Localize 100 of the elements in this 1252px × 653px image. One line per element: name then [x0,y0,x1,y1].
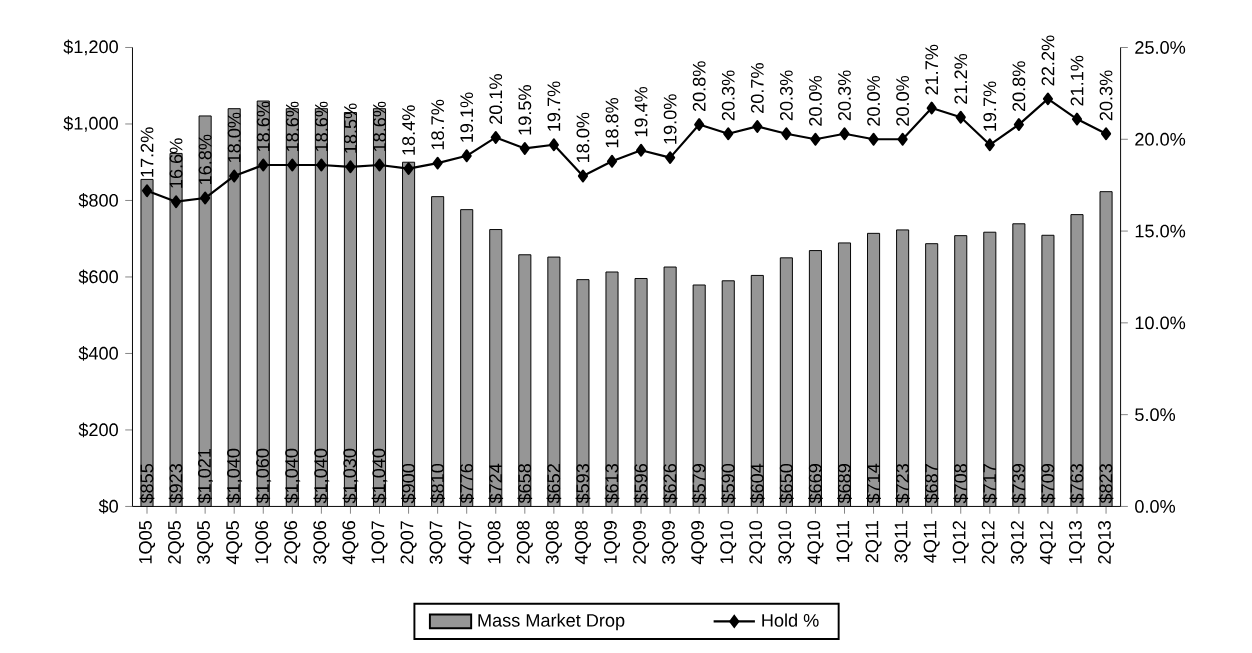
data-label: 20.7% [750,63,764,113]
data-label: $689 [837,464,852,504]
y-tick-label: $600 [78,269,118,285]
x-tick-label: 2Q06 [284,521,301,564]
y2-tick-label: 0.0% [1135,500,1176,513]
point [374,158,385,172]
x-tick-label: 3Q08 [545,521,562,564]
y2-tick-label: 20.0% [1135,132,1186,146]
point [171,195,182,209]
y2-tick-label: 5.0% [1135,408,1176,422]
data-label: 20.3% [721,70,735,121]
data-label: $658 [517,463,533,504]
data-label: 20.1% [489,74,503,124]
x-tick-label: 1Q12 [952,521,969,564]
point [1042,92,1054,106]
data-label: $1,040 [284,448,301,504]
x-tick-label: 4Q12 [1039,521,1056,565]
point [432,156,443,170]
data-label: 19.7% [547,81,561,131]
data-label: 20.3% [779,70,793,121]
data-label: $593 [575,463,591,504]
x-tick-label: 4Q08 [574,521,591,565]
point [548,138,559,152]
point [984,138,995,152]
data-label: $709 [1040,464,1056,504]
point [955,110,966,124]
data-label: 20.8% [692,61,706,112]
data-label: 18.6% [314,101,328,152]
x-tick-label: 2Q09 [633,521,650,564]
data-label: 22.2% [1041,35,1055,86]
x-tick-label: 3Q05 [197,520,214,564]
point [461,149,472,163]
data-label: 19.0% [663,94,677,144]
x-tick-label: 4Q10 [807,520,824,565]
x-tick-label: 3Q09 [662,521,679,564]
point [345,160,356,174]
data-label: 21.2% [954,53,968,104]
y2-tick-label: 25.0% [1135,41,1186,54]
data-label: $823 [1098,463,1114,504]
x-tick-label: 3Q07 [429,521,446,564]
x-tick-label: 2Q07 [400,521,417,564]
data-label: 16.6% [169,138,183,188]
x-tick-label: 1Q09 [603,521,621,564]
x-tick-label: 1Q10 [720,520,737,564]
x-tick-label: 3Q12 [1010,521,1027,564]
point [810,132,821,146]
point [403,162,414,176]
data-label: $776 [459,463,475,504]
data-label: 18.0% [227,112,241,163]
data-label: 18.0% [576,112,590,163]
point [781,127,792,141]
data-label: $669 [808,464,823,504]
point [868,132,879,146]
data-label: 18.4% [402,105,415,155]
y-tick-label: $1,200 [63,39,118,56]
data-label: $855 [139,463,155,504]
x-tick-label: 4Q07 [458,521,475,565]
data-label: $1,060 [255,448,272,504]
point [606,154,618,168]
y-tick-label: $400 [78,346,118,361]
data-label: $579 [691,464,707,504]
data-label: $1,030 [342,448,359,504]
x-tick-label: 4Q11 [923,521,940,563]
point [926,101,937,115]
data-label: 18.6% [256,101,270,152]
y-tick-label: $1,000 [63,116,118,132]
data-label: 21.1% [1070,55,1084,106]
x-tick-label: 4Q05 [226,520,243,565]
data-label: 20.0% [896,75,910,126]
data-label: $714 [866,463,881,504]
x-tick-label: 4Q06 [342,521,359,565]
data-label: $1,040 [371,448,388,504]
data-label: $626 [662,463,678,504]
point [1100,127,1112,141]
x-tick-label: 1Q08 [487,521,504,564]
data-label: 17.2% [140,127,154,177]
point [897,132,908,146]
point [577,169,589,183]
y-tick-label: $200 [78,422,118,438]
x-tick-label: 2Q08 [516,521,533,564]
data-label: 20.8% [1012,61,1026,112]
y2-tick-label: 10.0% [1135,316,1186,330]
x-tick-label: 3Q06 [313,521,330,564]
x-tick-label: 2Q11 [865,521,882,563]
data-label: 18.6% [285,101,299,152]
data-label: $723 [895,463,910,504]
data-label: 20.3% [1099,70,1113,121]
point [519,142,530,155]
x-tick-label: 3Q11 [894,521,911,563]
data-label: 19.7% [983,81,997,131]
point [287,158,298,172]
data-label: 18.5% [344,103,357,153]
data-label: $810 [430,463,445,504]
data-label: 19.4% [634,86,648,137]
point [665,151,676,165]
data-label: $687 [924,464,940,504]
x-tick-label: 2Q05 [168,520,185,564]
data-label: $900 [401,463,416,504]
point [1013,118,1024,131]
point [316,158,327,172]
